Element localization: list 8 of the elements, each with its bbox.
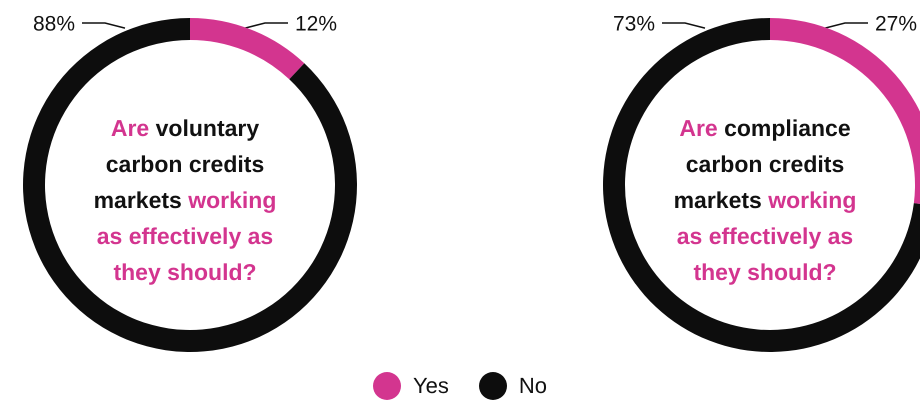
data-label: 73%	[612, 12, 655, 36]
legend-label: No	[518, 373, 547, 399]
data-label: 12%	[295, 12, 338, 36]
chart-title: Are compliance carbon credits markets working as effectively as they should?	[674, 115, 856, 285]
data-label: 88%	[32, 12, 75, 36]
data-label: 27%	[875, 12, 918, 36]
chart-title: Are voluntary carbon credits markets working as effectively as they should?	[94, 115, 276, 285]
legend-label: Yes	[412, 373, 449, 399]
